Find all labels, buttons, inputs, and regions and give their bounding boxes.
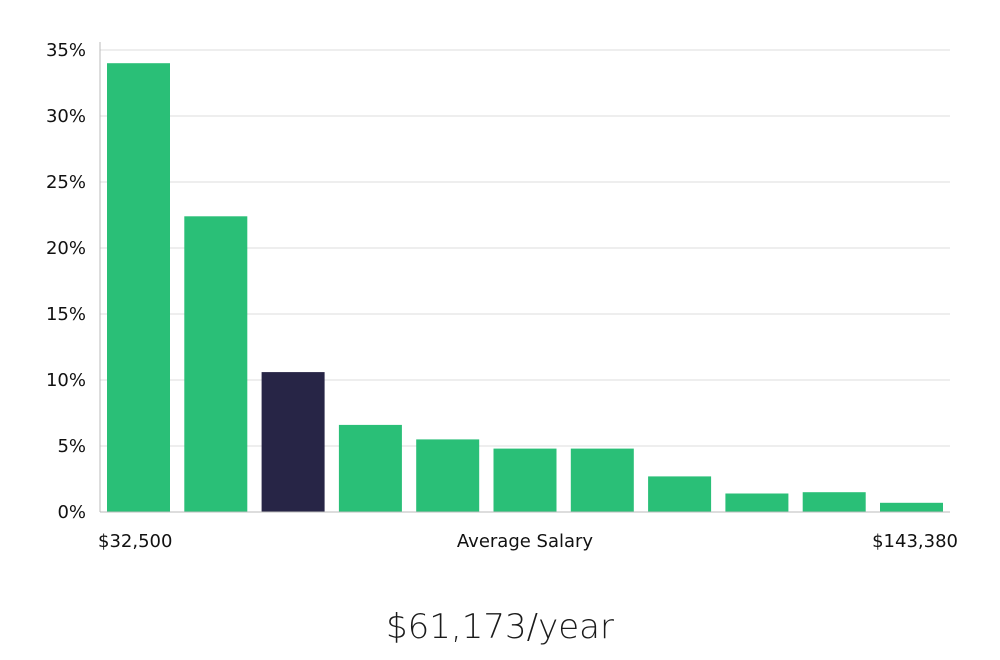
bars [107,63,943,513]
bar [802,492,866,512]
y-tick-label: 0% [57,502,86,523]
bar [107,63,170,512]
bar [184,216,248,513]
bar-highlighted [261,372,325,512]
bar [493,448,557,512]
x-min-label: $32,500 [98,531,172,552]
bar [725,493,789,512]
y-tick-label: 30% [46,106,86,127]
chart-canvas: 0% 5% 10% 15% 20% 25% 30% 35% $32,500 Average S… [46,40,958,552]
bar [648,476,712,512]
axes: 0% 5% 10% 15% 20% 25% 30% 35% [46,40,950,523]
y-tick-label: 35% [46,40,86,61]
bar [880,502,943,512]
bar [338,424,402,512]
bar [416,439,480,512]
x-max-label: $143,380 [872,531,958,552]
y-tick-label: 20% [46,238,86,259]
y-tick-label: 5% [57,436,86,457]
x-axis-title: Average Salary [457,531,594,552]
y-tick-label: 10% [46,370,86,391]
bar [570,448,634,512]
axis-labels: $32,500 Average Salary $143,380 [98,531,958,552]
average-salary-value: $61,173/year [386,607,614,647]
y-tick-label: 25% [46,172,86,193]
y-tick-label: 15% [46,304,86,325]
